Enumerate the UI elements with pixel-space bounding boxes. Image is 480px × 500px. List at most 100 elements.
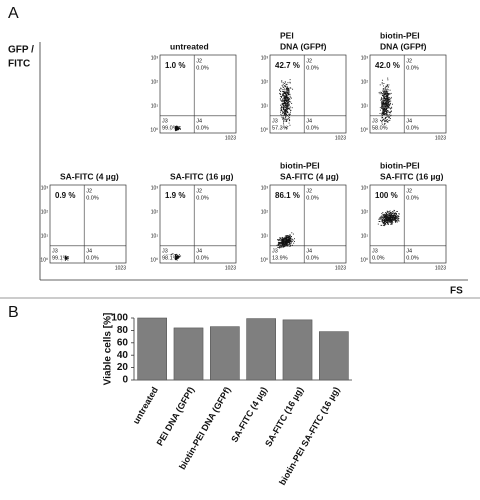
event-dot [387,97,389,99]
event-dot [389,89,391,91]
event-dot [282,243,284,245]
event-dot [66,258,68,260]
plot-y-tick: 10³ [361,55,369,61]
event-dot [388,221,390,223]
event-dot [385,93,386,95]
event-dot [385,99,387,101]
event-dot [382,119,384,121]
event-dot [390,216,392,218]
event-dot [382,90,384,92]
quadrant-value: 58.0% [372,125,388,131]
event-dot [65,256,66,258]
event-dot [390,224,392,225]
event-dot [287,107,289,109]
event-dot [285,83,287,85]
event-dot [289,237,291,239]
plot-y-tick: 10² [151,79,159,85]
event-dot [284,240,286,242]
event-dot [386,88,388,90]
event-dot [283,246,284,248]
event-dot [283,109,285,110]
event-dot [384,223,386,225]
event-dot [177,128,179,130]
event-dot [176,256,178,258]
event-dot [289,98,291,100]
event-dot [386,212,388,214]
x-tick-label: SA-FITC (4 µg) [229,385,269,444]
event-dot [289,241,291,243]
event-dot [385,216,387,218]
y-tick-label: 80 [117,325,129,336]
event-dot [387,105,389,107]
event-dot [385,113,387,115]
event-dot [383,118,385,120]
event-dot [379,216,381,218]
event-dot [278,244,280,246]
event-dot [283,96,285,98]
event-dot [287,91,289,93]
event-dot [389,93,391,95]
event-dot [386,110,388,112]
event-dot [384,222,386,224]
event-dot [279,245,281,246]
event-dot [395,219,397,221]
event-dot [386,214,388,216]
event-dot [385,212,386,214]
event-dot [278,243,279,245]
event-dot [284,242,286,244]
event-dot [395,220,397,222]
event-dot [389,218,391,220]
event-dot [289,82,291,84]
event-dot [285,242,287,244]
plot-title: SA-FITC (4 µg) [280,171,339,181]
event-dot [288,99,290,101]
event-dot [280,238,282,239]
event-dot [382,107,384,109]
event-dot [388,219,390,221]
event-dot [283,239,285,241]
event-dot [390,217,392,219]
event-dot [285,116,287,118]
event-dot [286,94,288,96]
event-dot [387,91,389,93]
event-dot [381,120,383,122]
event-dot [289,242,291,244]
event-dot [176,125,178,127]
event-dot [284,100,285,102]
plot-y-tick: 10³ [261,185,269,191]
event-dot [281,241,283,243]
event-dot [381,99,383,101]
event-dot [283,121,284,123]
event-dot [286,90,288,92]
event-dot [286,104,288,106]
event-dot [385,221,387,223]
event-dot [280,106,282,108]
event-dot [283,237,285,239]
event-dot [379,93,381,95]
event-dot [288,108,289,109]
event-dot [280,111,281,113]
event-dot [174,258,176,260]
event-dot [387,107,389,109]
event-dot [385,111,387,113]
event-dot [384,109,386,111]
plot-frame [269,184,347,264]
quadrant-label: J4 [306,118,312,124]
event-dot [381,124,383,126]
event-dot [280,96,282,98]
event-dot [282,100,283,102]
event-dot [176,256,177,258]
event-dot [384,224,386,226]
quadrant-label: J3 [372,248,378,254]
event-dot [389,218,391,220]
event-dot [397,215,399,217]
plot-frame [159,54,237,134]
event-dot [290,239,292,241]
event-dot [278,240,280,242]
plot-x-tick: 1023 [435,135,446,141]
event-dot [279,90,281,92]
event-dot [385,105,387,107]
event-dot [387,94,389,96]
event-dot [284,235,286,237]
event-dot [279,240,281,242]
